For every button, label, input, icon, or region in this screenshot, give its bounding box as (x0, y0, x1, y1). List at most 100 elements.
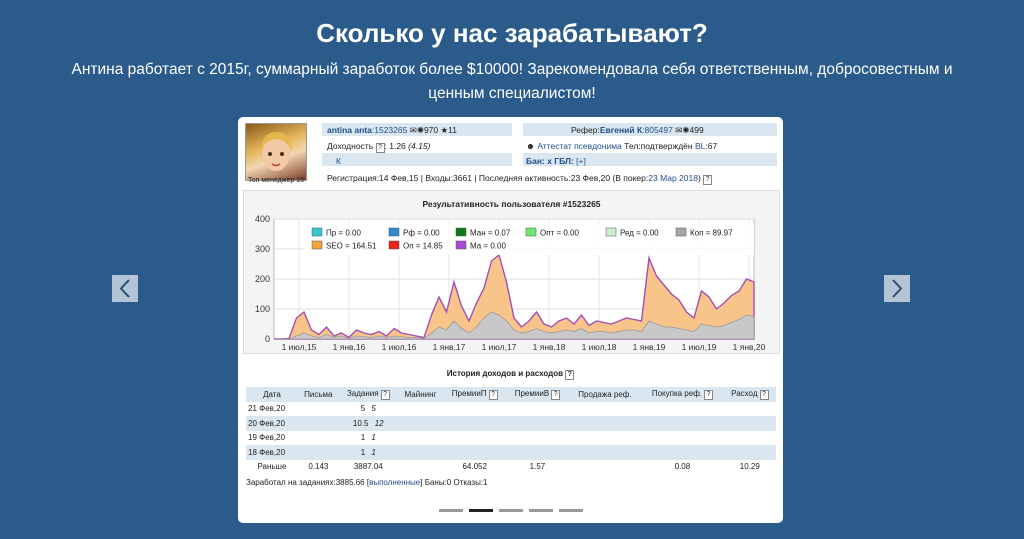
table-cell (641, 402, 723, 417)
table-cell (443, 402, 506, 417)
help-icon[interactable]: ? (704, 389, 713, 400)
stat1: 970 (423, 125, 439, 135)
table-cell: 64.052 (462, 462, 487, 472)
ban-plus-link[interactable]: [+] (576, 156, 586, 166)
legend-swatch (311, 227, 323, 237)
tasks-extra: 1 (369, 447, 376, 457)
history-header-label: Задания (346, 388, 379, 398)
table-cell: 18 Фев,20 (248, 447, 286, 457)
completed-link[interactable]: выполненные (369, 478, 421, 487)
tasks-value: 10.5 (352, 418, 369, 428)
help-icon[interactable]: ? (551, 389, 561, 400)
legend-swatch (455, 240, 467, 250)
history-header-label: Покупка реф. (651, 388, 702, 398)
table-cell: 5 5 (339, 402, 398, 417)
legend-label: Пр = 0.00 (326, 229, 361, 238)
history-header-label: Письма (304, 389, 333, 399)
table-cell (398, 402, 443, 417)
table-cell (443, 431, 506, 446)
history-title-text: История доходов и расходов (446, 369, 563, 378)
tasks-value: 1 (360, 447, 366, 457)
table-cell (569, 402, 642, 417)
slide-dot-active[interactable] (468, 509, 493, 512)
help-icon[interactable]: ? (565, 370, 575, 380)
table-cell: 10.5 12 (339, 416, 398, 431)
tasks-extra: 1 (369, 433, 376, 443)
history-table: Дата Письма Задания? Майнинг ПремииП? ПремииВ… (246, 387, 776, 474)
x-tick-label: 1 июл,19 (682, 342, 717, 352)
table-cell (724, 445, 776, 460)
yield-label: Доходность (327, 141, 374, 151)
x-tick-label: 1 янв,19 (633, 342, 666, 352)
y-tick-label: 300 (255, 244, 270, 254)
y-tick-label: 200 (255, 274, 270, 284)
slide-dot[interactable] (498, 509, 523, 512)
slide-indicators (238, 499, 783, 517)
history-header-label: Продажа реф. (578, 389, 632, 399)
history-title: История доходов и расходов ? (238, 369, 783, 380)
slide-card: Топ менеджер 15 antina anta:1523265 ✉✺97… (238, 117, 783, 523)
x-tick-label: 1 июл,16 (382, 342, 417, 352)
referrer-stat: 499 (689, 125, 704, 135)
ban-label: Бан: х ГБЛ: (526, 156, 574, 166)
history-header-cell: Майнинг (398, 387, 443, 402)
next-slide-button[interactable] (884, 275, 910, 302)
legend-label: Коп = 89.97 (690, 229, 733, 238)
tasks-extra: 12 (372, 418, 384, 428)
slide-dot[interactable] (528, 509, 553, 512)
help-icon[interactable]: ? (703, 175, 713, 185)
table-cell: 0.08 (674, 462, 691, 472)
history-footer-left: Заработал на заданиях:3885.66 [ (246, 478, 370, 487)
series-area (274, 311, 755, 340)
table-cell (506, 402, 569, 417)
help-icon[interactable]: ? (380, 389, 390, 400)
table-cell: 10.29 (739, 462, 760, 472)
table-cell (298, 445, 339, 460)
history-header-label: Дата (263, 389, 281, 399)
referrer-link[interactable]: Евгений К (599, 125, 643, 135)
x-tick-label: 1 янв,16 (333, 342, 366, 352)
avatar (245, 123, 307, 181)
k-link[interactable]: К (336, 156, 341, 166)
poker-date-link[interactable]: 23 Мар 2018 (648, 173, 698, 183)
help-icon[interactable]: ? (375, 143, 385, 153)
table-cell: 1 1 (339, 445, 398, 460)
slide-dot[interactable] (558, 509, 583, 512)
table-cell: 1 1 (339, 431, 398, 446)
attest-link[interactable]: Аттестат псевдонима (537, 141, 622, 151)
x-tick-label: 1 янв,18 (533, 342, 566, 352)
x-tick-label: 1 янв,20 (733, 342, 766, 352)
legend-swatch (675, 227, 687, 237)
legend-label: Опт = 0.00 (540, 229, 579, 238)
history-header-row: Дата Письма Задания? Майнинг ПремииП? ПремииВ… (246, 387, 776, 402)
table-cell (569, 460, 642, 475)
history-header-cell: Расход? (724, 387, 776, 402)
registration-info: Регистрация:14 Фев,15 | Входы:3661 | Пос… (327, 173, 649, 183)
mail-icon: ✉ (675, 125, 683, 135)
slide-dot[interactable] (438, 509, 463, 512)
history-header-cell: Покупка реф.? (641, 387, 723, 402)
stat2: 11 (448, 125, 457, 135)
legend-swatch (311, 240, 323, 250)
table-cell: 0.143 (308, 462, 329, 472)
chart-svg: 0 100 200 300 400 1 июл,15 1 янв,16 1 июл,16 1 я… (255, 214, 766, 352)
help-icon[interactable]: ? (488, 389, 498, 400)
table-cell (724, 416, 776, 431)
gear-icon: ✺ (416, 125, 424, 135)
help-icon[interactable]: ? (759, 389, 769, 400)
table-cell (398, 460, 443, 475)
table-cell (569, 445, 642, 460)
table-cell (506, 445, 569, 460)
table-cell (298, 402, 339, 417)
table-cell: 1.57 (529, 462, 546, 472)
table-cell (506, 431, 569, 446)
prev-slide-button[interactable] (112, 275, 138, 302)
chevron-left-icon (119, 279, 130, 298)
table-cell (398, 431, 443, 446)
bl-link[interactable]: BL (694, 141, 706, 151)
poker-close: ) (697, 173, 701, 183)
username-link[interactable]: antina anta (327, 125, 372, 135)
legend-label: Оп = 14.85 (403, 242, 443, 251)
history-header-label: ПремииВ (514, 388, 550, 398)
legend-label: Ман = 0.07 (470, 229, 511, 238)
